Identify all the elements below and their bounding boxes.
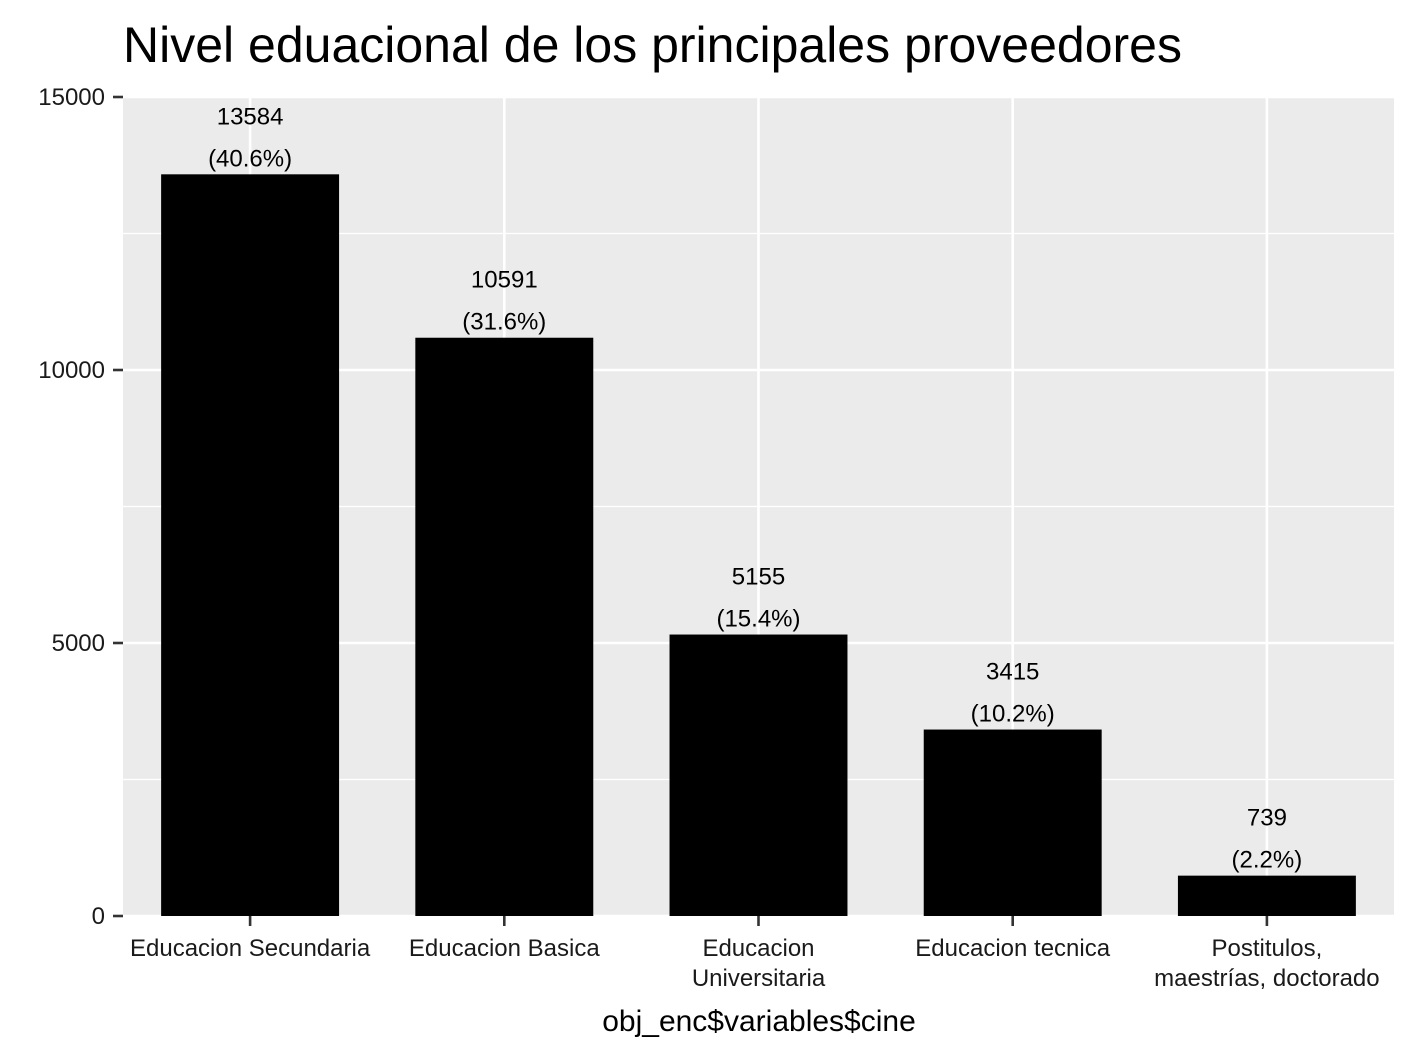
bars — [161, 174, 1356, 916]
y-tick-label: 0 — [92, 903, 105, 930]
x-axis: Educacion Secundaria Educacion Basica Educ… — [130, 916, 1380, 992]
bar-value-label: 5155 — [732, 564, 785, 591]
bar-labels: 13584 (40.6%) 10591 (31.6%) 5155 (15.4%) 3415 (… — [208, 103, 1302, 873]
bar — [669, 634, 848, 916]
x-tick-label-line: Educacion — [702, 935, 814, 962]
x-tick-label-line: maestrías, doctorado — [1154, 965, 1379, 992]
bar-percent-label: (15.4%) — [716, 606, 800, 633]
x-tick-label: Educacion tecnica — [915, 935, 1110, 962]
y-tick-label: 10000 — [38, 357, 105, 384]
bar-value-label: 10591 — [471, 267, 538, 294]
bar-value-label: 13584 — [217, 103, 284, 130]
x-tick-label-line: Educacion Basica — [409, 935, 600, 962]
x-tick-label-line: Educacion tecnica — [915, 935, 1110, 962]
bar-percent-label: (2.2%) — [1232, 847, 1303, 874]
x-tick-label-line: Postitulos, — [1212, 935, 1323, 962]
x-tick-label: Educacion Universitaria — [692, 935, 826, 992]
bar-percent-label: (31.6%) — [462, 309, 546, 336]
x-tick-label-line: Universitaria — [692, 965, 826, 992]
bar-value-label: 739 — [1247, 805, 1287, 832]
bar-percent-label: (10.2%) — [971, 701, 1055, 728]
chart-title: Nivel eduacional de los principales prov… — [123, 17, 1182, 73]
x-tick-label: Educacion Basica — [409, 935, 600, 962]
y-tick-label: 5000 — [52, 630, 105, 657]
x-tick-label: Educacion Secundaria — [130, 935, 371, 962]
bar — [415, 337, 594, 916]
x-tick-label: Postitulos, maestrías, doctorado — [1154, 935, 1379, 992]
y-tick-label: 15000 — [38, 84, 105, 111]
bar — [923, 729, 1102, 916]
bar — [1177, 875, 1356, 916]
bar — [161, 174, 340, 916]
bar-value-label: 3415 — [986, 659, 1039, 686]
bar-percent-label: (40.6%) — [208, 145, 292, 172]
x-axis-title: obj_enc$variables$cine — [602, 1005, 916, 1038]
x-tick-label-line: Educacion Secundaria — [130, 935, 371, 962]
y-axis: 0 5000 10000 15000 — [38, 84, 123, 930]
